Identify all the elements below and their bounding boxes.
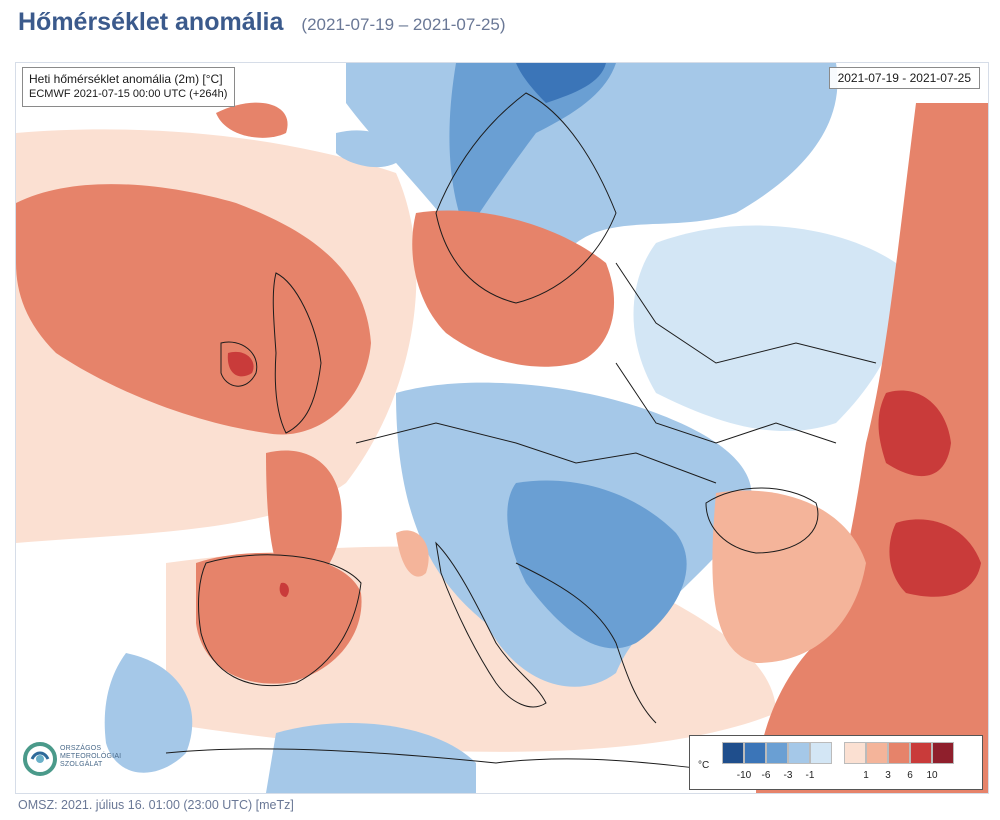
anomaly-zone-iceland-warm xyxy=(216,102,288,138)
legend-swatch-cold-2 xyxy=(766,742,788,764)
anomaly-zone-iceland-cold xyxy=(336,130,398,168)
page-footer: OMSZ: 2021. július 16. 01:00 (23:00 UTC)… xyxy=(18,798,294,812)
coastline-scandinavia xyxy=(435,92,617,304)
coastline-iberia xyxy=(198,554,362,687)
anomaly-zone-arctic-cold xyxy=(516,63,606,103)
legend-swatch-warm-3 xyxy=(910,742,932,764)
page-header: Hőmérséklet anomália (2021-07-19 – 2021-… xyxy=(18,8,506,44)
legend-tick-warm-1: 3 xyxy=(885,770,891,781)
anomaly-zone-east-warm xyxy=(756,103,988,793)
legend-unit: °C xyxy=(698,760,710,771)
border-east-europe xyxy=(615,362,837,444)
page-title: Hőmérséklet anomália xyxy=(18,8,284,36)
legend-tick-cold-3: -1 xyxy=(805,770,815,781)
map-info-model: ECMWF 2021-07-15 00:00 UTC (+264h) xyxy=(29,88,228,100)
anomaly-zone-caspian-hot xyxy=(878,390,951,477)
border-russia xyxy=(615,262,877,364)
omsz-logo: ORSZÁGOS METEOROLÓGIAI SZOLGÁLAT xyxy=(22,735,152,785)
legend-tick-warm-0: 1 xyxy=(863,770,869,781)
legend-swatch-warm-2 xyxy=(888,742,910,764)
coastline-north-africa xyxy=(165,748,737,774)
anomaly-zone-ireland-hot xyxy=(227,351,254,377)
coastline-black-sea xyxy=(705,487,819,554)
omsz-logo-text: ORSZÁGOS METEOROLÓGIAI SZOLGÁLAT xyxy=(60,745,122,768)
coastline-ireland xyxy=(220,341,258,387)
anomaly-map[interactable]: Heti hőmérséklet anomália (2m) [°C] ECMW… xyxy=(15,62,989,794)
map-date-box: 2021-07-19 - 2021-07-25 xyxy=(828,67,980,89)
legend-swatch-cold-1 xyxy=(744,742,766,764)
anomaly-zone-west-med-cold xyxy=(104,653,193,773)
legend-swatch-warm-1 xyxy=(866,742,888,764)
anomaly-zone-britain-warm xyxy=(16,184,371,435)
coastlines xyxy=(165,92,877,774)
omsz-logo-icon xyxy=(23,742,57,776)
legend-swatch-warm-4 xyxy=(932,742,954,764)
legend-tick-cold-1: -6 xyxy=(761,770,771,781)
anomaly-zone-russia-light-cold xyxy=(633,225,902,432)
anomaly-zone-iberia-hot-spot xyxy=(279,582,289,597)
color-legend: °C -10 -6 -3 -1 1 3 6 10 xyxy=(689,735,983,790)
legend-tick-cold-2: -3 xyxy=(783,770,793,781)
legend-swatch-warm-0 xyxy=(844,742,866,764)
anomaly-zone-balkan-cold xyxy=(507,480,687,649)
legend-swatch-cold-4 xyxy=(810,742,832,764)
map-canvas xyxy=(16,63,988,793)
anomaly-zone-scandinavia-warm xyxy=(412,210,615,367)
coastline-britain xyxy=(272,272,322,434)
anomaly-zone-italy-warm xyxy=(396,530,429,577)
border-central-europe xyxy=(355,422,717,484)
map-info-box: Heti hőmérséklet anomália (2m) [°C] ECMW… xyxy=(22,67,236,107)
legend-tick-cold-0: -10 xyxy=(736,770,752,781)
legend-tick-warm-2: 6 xyxy=(907,770,913,781)
anomaly-zone-norway-cold xyxy=(449,63,616,233)
coastline-italy xyxy=(435,541,547,708)
map-info-title: Heti hőmérséklet anomália (2m) [°C] xyxy=(29,72,223,86)
legend-tick-warm-3: 10 xyxy=(926,770,938,781)
anomaly-zone-turkey-warm xyxy=(712,490,866,663)
legend-swatch-cold-3 xyxy=(788,742,810,764)
coastline-balkans xyxy=(515,562,657,724)
anomaly-zone-caucasus-hot xyxy=(889,519,981,597)
anomaly-zone-north-africa-cold xyxy=(266,723,476,793)
legend-swatch-cold-0 xyxy=(722,742,744,764)
page-date-range: (2021-07-19 – 2021-07-25) xyxy=(301,15,506,34)
anomaly-zone-iberia-warm xyxy=(196,553,362,684)
